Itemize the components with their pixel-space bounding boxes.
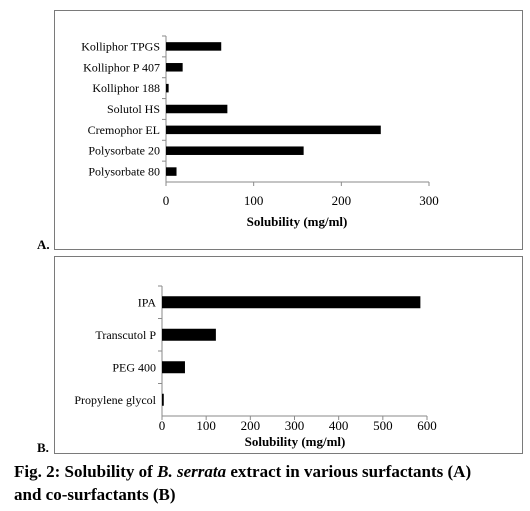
x-tick-label-b-200: 200 [241,418,261,433]
bar-kolliphor-tpgs [166,42,222,51]
panel-b-label: B. [37,440,49,455]
chart-panel-b [54,256,523,454]
category-label-kolliphor-p-407: Kolliphor P 407 [83,60,160,74]
x-tick-label-b-400: 400 [329,418,349,433]
x-tick-label-a-100: 100 [244,193,264,208]
category-label-transcutol-p: Transcutol P [95,328,156,342]
caption-species: B. serrata [157,462,227,481]
bar-kolliphor-p-407 [166,63,183,72]
category-label-kolliphor-tpgs: Kolliphor TPGS [81,39,160,53]
bar-transcutol-p [162,328,216,341]
bar-polysorbate-80 [166,167,177,176]
x-tick-label-a-300: 300 [419,193,439,208]
x-tick-label-b-500: 500 [373,418,393,433]
category-label-polysorbate-80: Polysorbate 80 [88,165,160,179]
caption-suffix: extract in various surfactants (A) [226,462,472,481]
category-label-solutol-hs: Solutol HS [107,102,160,116]
bar-cremophor-el [166,125,381,135]
figure-caption: Fig. 2: Solubility of B. serrata extract… [14,460,530,506]
caption-line-2: and co-surfactants (B) [14,485,176,504]
category-label-propylene-glycol: Propylene glycol [74,393,156,407]
x-tick-label-b-0: 0 [159,418,166,433]
x-tick-label-a-0: 0 [163,193,170,208]
x-axis-title-b: Solubility (mg/ml) [245,434,346,449]
bar-kolliphor-188 [166,83,169,93]
bar-solutol-hs [166,104,228,114]
x-tick-label-b-600: 600 [417,418,437,433]
caption-line-1: Fig. 2: Solubility of B. serrata extract… [14,460,530,483]
bar-ipa [162,296,421,309]
category-label-kolliphor-188: Kolliphor 188 [92,81,160,95]
category-label-ipa: IPA [138,295,157,309]
x-tick-label-b-300: 300 [285,418,305,433]
bar-peg-400 [162,361,185,374]
category-label-cremophor-el: Cremophor EL [88,123,160,137]
x-tick-label-a-200: 200 [332,193,352,208]
panel-a-label: A. [37,237,50,252]
x-axis-title-a: Solubility (mg/ml) [247,214,348,229]
bar-polysorbate-20 [166,146,304,155]
category-label-peg-400: PEG 400 [112,360,156,374]
category-label-polysorbate-20: Polysorbate 20 [88,144,160,158]
x-tick-label-b-100: 100 [196,418,216,433]
caption-prefix: Fig. 2: Solubility of [14,462,158,481]
bar-propylene-glycol [162,393,164,406]
